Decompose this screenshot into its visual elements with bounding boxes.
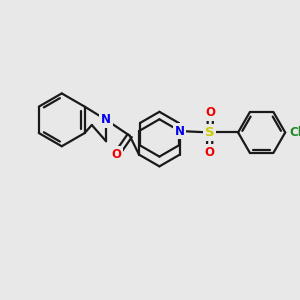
Text: O: O (204, 146, 214, 158)
Text: O: O (112, 148, 122, 161)
Text: N: N (101, 113, 111, 126)
Text: N: N (175, 124, 185, 137)
Text: S: S (205, 126, 215, 139)
Text: Cl: Cl (290, 126, 300, 139)
Text: O: O (206, 106, 215, 119)
